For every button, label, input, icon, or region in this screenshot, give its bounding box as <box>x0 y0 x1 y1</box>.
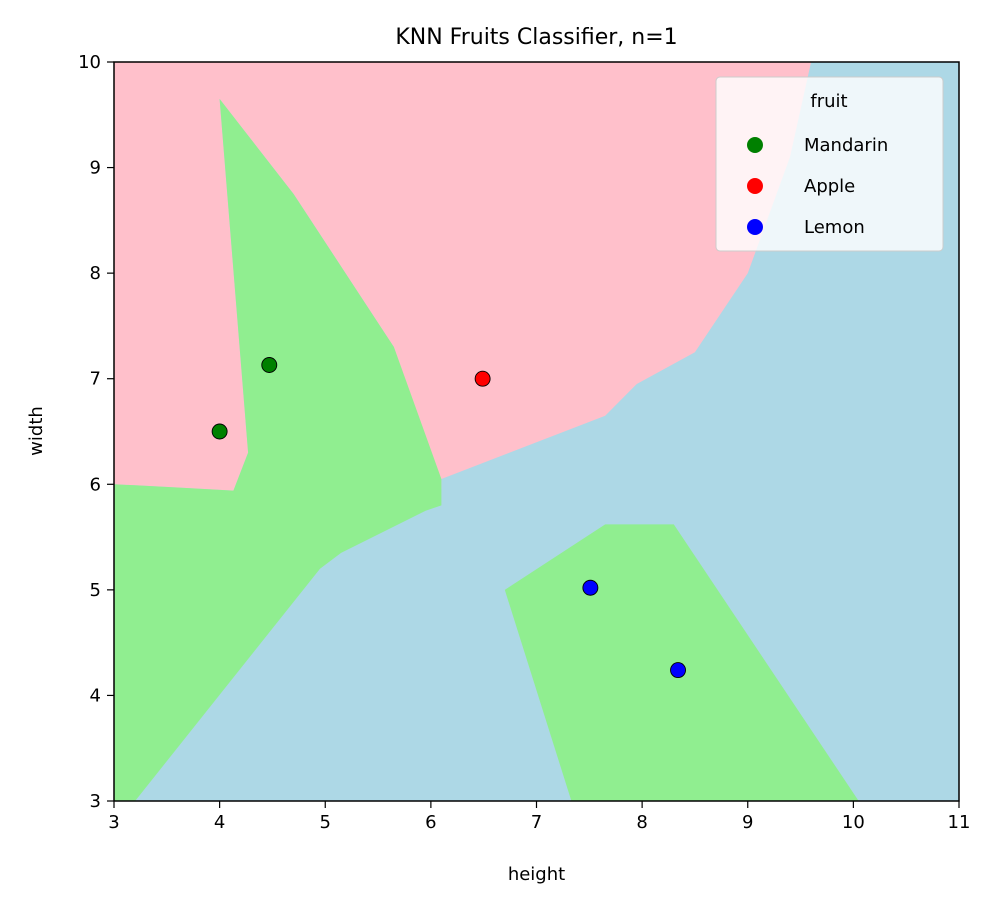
y-tick-label: 9 <box>90 158 101 179</box>
legend-marker-mandarin <box>747 137 763 153</box>
legend-marker-lemon <box>747 219 763 235</box>
legend-entries: Mandarin Apple Lemon <box>747 135 888 238</box>
legend-label-lemon: Lemon <box>804 217 865 238</box>
legend-label-mandarin: Mandarin <box>804 135 888 156</box>
x-tick-label: 3 <box>108 812 119 833</box>
x-tick-label: 6 <box>425 812 436 833</box>
chart-title: KNN Fruits Classifier, n=1 <box>395 25 677 50</box>
x-tick-label: 4 <box>214 812 225 833</box>
y-tick-label: 3 <box>90 791 101 812</box>
region-apple-0 <box>114 62 812 491</box>
x-axis-ticks: 3 4 5 6 7 8 9 10 11 <box>108 801 970 833</box>
legend-title: fruit <box>810 91 847 112</box>
point-mandarin-1 <box>261 357 278 373</box>
region-mandarin-1 <box>114 98 442 801</box>
y-tick-label: 8 <box>90 263 101 284</box>
y-tick-label: 6 <box>90 474 101 495</box>
y-tick-label: 10 <box>78 52 101 73</box>
y-tick-label: 7 <box>90 369 101 390</box>
x-tick-label: 11 <box>948 812 971 833</box>
legend-box <box>715 76 944 252</box>
x-tick-label: 5 <box>320 812 331 833</box>
legend-label-apple: Apple <box>804 176 855 197</box>
y-tick-label: 4 <box>90 685 101 706</box>
x-tick-label: 8 <box>636 812 647 833</box>
data-points <box>211 357 686 679</box>
point-lemon-0 <box>582 579 599 596</box>
legend: fruit Mandarin Apple Lemon <box>715 76 944 252</box>
legend-marker-apple <box>747 178 763 194</box>
point-apple-0 <box>474 370 491 387</box>
y-axis-ticks: 3 4 5 6 7 8 9 10 <box>78 52 114 812</box>
point-lemon-1 <box>670 662 686 679</box>
y-axis-label: width <box>26 406 47 456</box>
y-tick-label: 5 <box>90 580 101 601</box>
x-tick-label: 9 <box>742 812 753 833</box>
x-tick-label: 10 <box>842 812 865 833</box>
x-axis-label: height <box>508 864 565 885</box>
point-mandarin-0 <box>211 423 228 440</box>
x-tick-label: 7 <box>531 812 542 833</box>
